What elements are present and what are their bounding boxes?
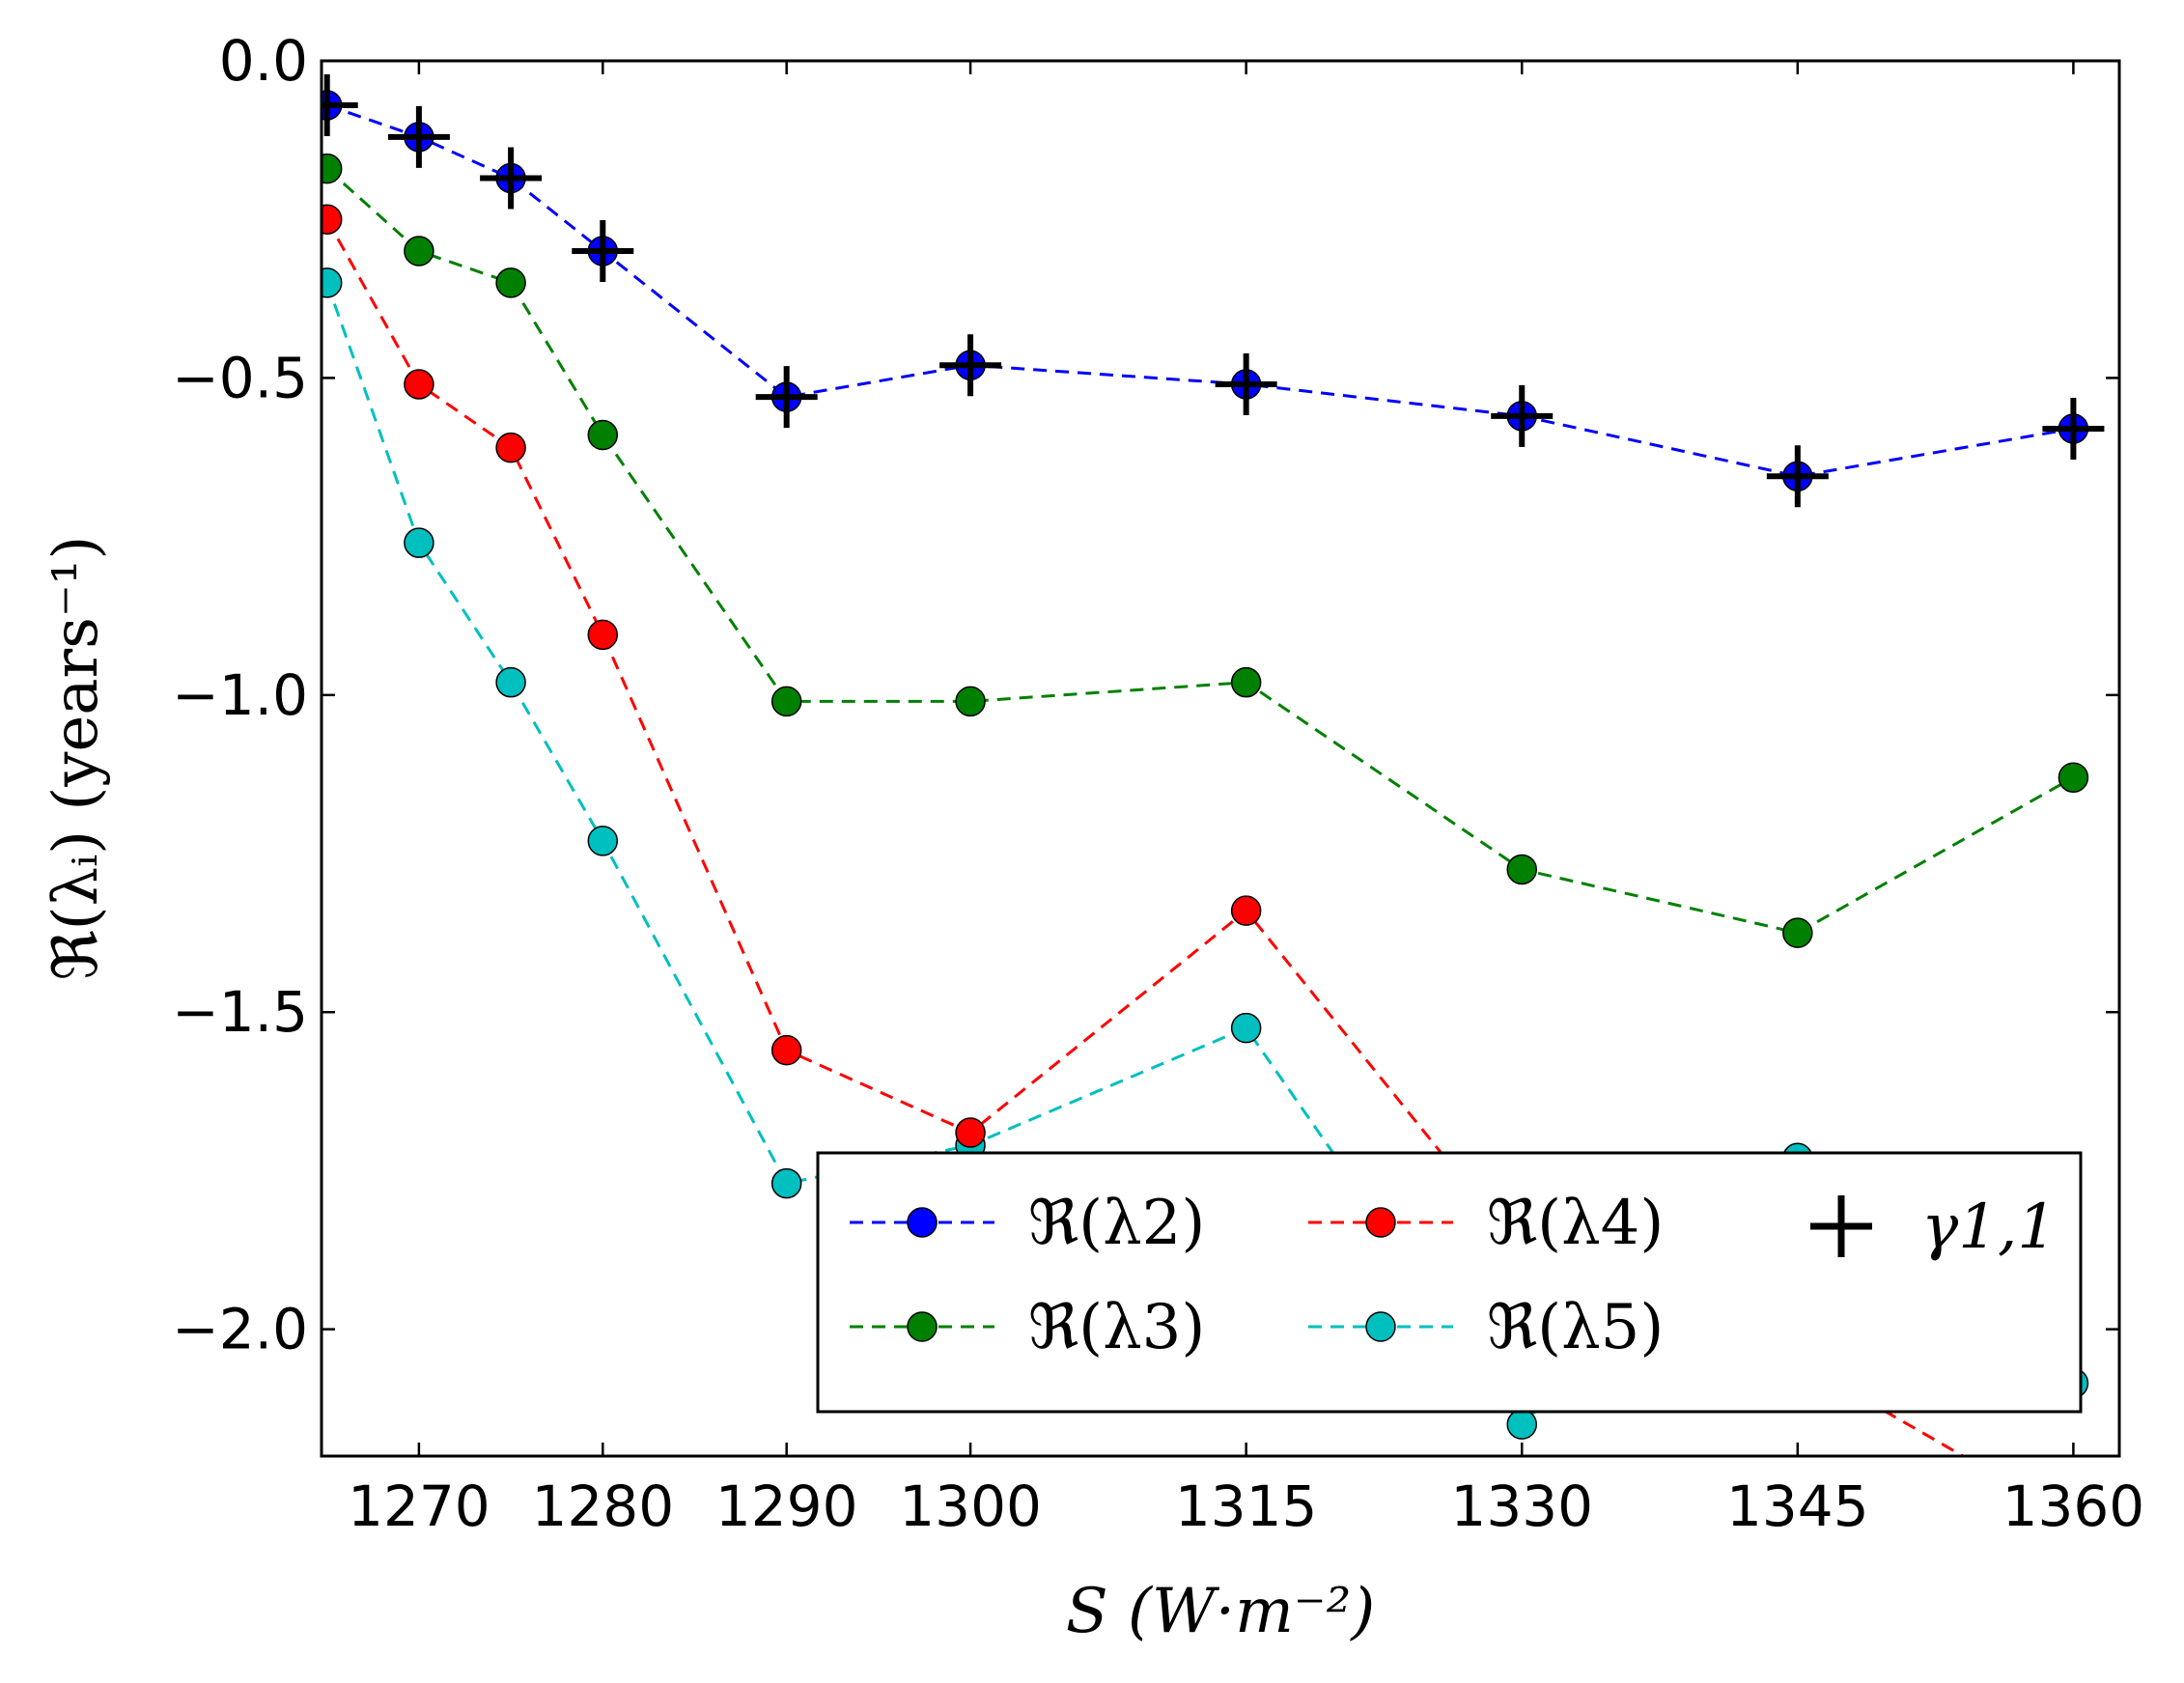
legend-marker-5	[1365, 1311, 1396, 1342]
gamma-marker	[1215, 352, 1277, 415]
series-point-3	[2058, 762, 2089, 793]
series-point-5	[1230, 1012, 1262, 1044]
series-line-4	[325, 218, 1967, 1456]
series-point-3	[1782, 917, 1813, 948]
gamma-marker	[1491, 384, 1554, 447]
series-line-3	[325, 167, 2075, 935]
y-tick-label: −1.5	[172, 979, 308, 1045]
x-tick-label: 1290	[715, 1473, 858, 1539]
gamma-marker	[1766, 445, 1829, 508]
series-point-4	[495, 432, 526, 463]
x-tick-label: 1300	[899, 1473, 1042, 1539]
x-tick-label: 1345	[1726, 1473, 1869, 1539]
series-point-3	[404, 236, 434, 266]
legend-marker-3	[907, 1311, 938, 1342]
y-tick-label: −2.0	[172, 1297, 308, 1362]
legend-label-gamma: γ1,1	[1921, 1192, 2057, 1263]
series-point-4	[1230, 895, 1262, 926]
series-point-5	[587, 826, 619, 856]
gamma-marker	[939, 334, 1002, 397]
series-point-5	[1506, 1409, 1537, 1440]
series-point-3	[955, 686, 986, 717]
x-tick-label: 1270	[348, 1473, 490, 1539]
series-point-3	[770, 686, 802, 717]
series-point-4	[404, 369, 434, 400]
series-point-3	[1230, 666, 1262, 698]
x-tick-label: 1315	[1175, 1473, 1318, 1539]
x-tick-label: 1280	[531, 1473, 674, 1539]
legend-label-2: ℜ(λ2)	[1028, 1188, 1205, 1259]
gamma-marker	[480, 147, 543, 210]
x-axis-title: S (W·m⁻²)	[1066, 1576, 1375, 1647]
series-point-5	[495, 666, 526, 698]
series-point-4	[955, 1117, 986, 1148]
series-point-4	[587, 619, 619, 651]
series-point-3	[322, 153, 343, 184]
series-point-4	[322, 204, 343, 235]
gamma-marker	[387, 105, 450, 168]
y-tick-label: −1.0	[172, 662, 308, 728]
series-line-2	[326, 103, 2074, 478]
legend-label-3: ℜ(λ3)	[1028, 1292, 1205, 1363]
plot-frame	[320, 59, 2121, 1458]
series-point-3	[587, 419, 619, 451]
gamma-marker	[322, 73, 358, 136]
legend: ℜ(λ2) ℜ(λ3) ℜ(λ4) ℜ(λ5) γ1,1	[816, 1151, 2083, 1414]
series-point-4	[770, 1034, 802, 1066]
axis-ticks	[322, 59, 2119, 1456]
legend-marker-4	[1365, 1207, 1396, 1238]
series-point-5	[404, 527, 434, 558]
legend-box	[816, 1151, 2083, 1414]
y-axis-title: ℜ(λᵢ) (years⁻¹)	[41, 536, 112, 981]
x-tick-label: 1360	[2002, 1473, 2145, 1539]
tick-labels: 1270 1280 1290 1300 1315 1330 1345 1360 0.0 −0.5 −…	[172, 28, 2144, 1539]
plot-content	[322, 73, 2105, 1456]
legend-label-4: ℜ(λ4)	[1487, 1188, 1664, 1259]
gamma-marker	[572, 220, 634, 283]
y-tick-label: −0.5	[172, 345, 308, 410]
y-tick-label: 0.0	[219, 28, 308, 94]
series-point-3	[1506, 854, 1537, 885]
series-point-5	[770, 1167, 802, 1199]
series-point-3	[495, 267, 526, 298]
legend-label-5: ℜ(λ5)	[1487, 1292, 1664, 1363]
gamma-marker	[755, 366, 818, 429]
series-point-5	[322, 267, 343, 298]
legend-marker-2	[907, 1207, 938, 1238]
x-tick-label: 1330	[1450, 1473, 1593, 1539]
gamma-marker	[2042, 397, 2105, 460]
